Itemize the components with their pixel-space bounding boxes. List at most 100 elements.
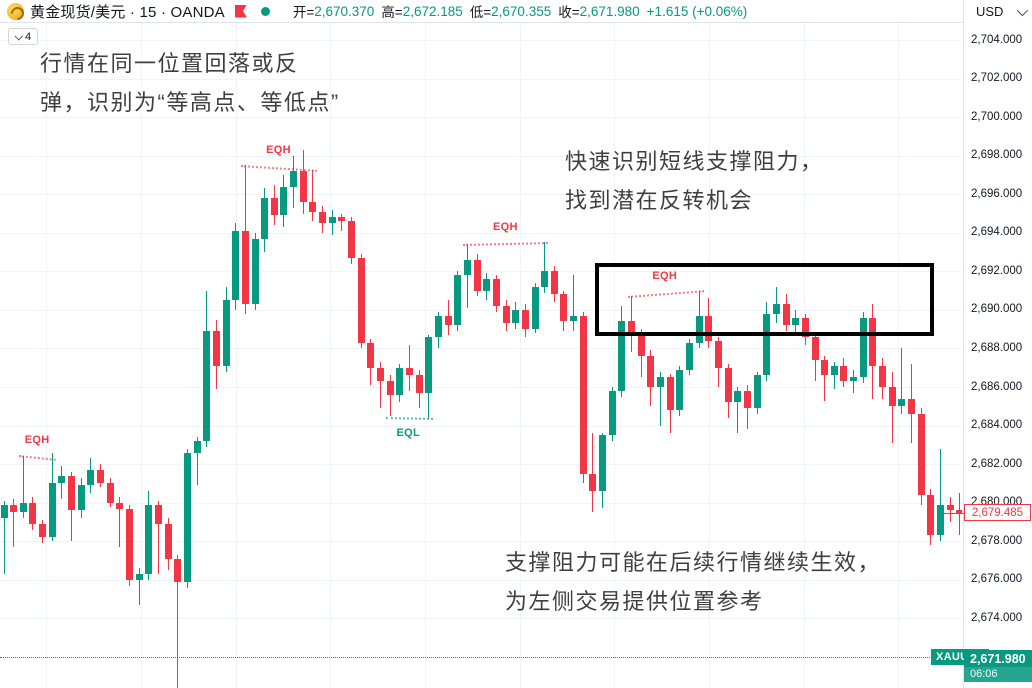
bar-countdown: 06:06 [964,667,1032,683]
candle-down [241,230,249,305]
candle-up [0,504,8,519]
v-gridline [330,23,331,688]
candle-wick-up [138,568,140,605]
h-gridline [0,579,962,581]
candle-down [821,360,829,376]
candle-down [782,304,790,326]
price-axis-tick: 2,674.000 [971,611,1023,624]
price-axis-tick: 2,692.000 [971,264,1023,277]
candle-up [135,574,143,580]
candle-down [869,317,877,366]
candle-up [657,377,665,388]
candle-down [724,367,732,403]
candle-down [10,504,18,513]
chevron-down-icon [14,31,23,41]
support-resistance-box[interactable] [594,262,934,336]
v-gridline [46,23,47,688]
h-gridline [0,232,962,234]
candle-down [299,171,307,202]
candle-wick-up [196,437,198,486]
h-gridline [0,348,962,350]
symbol-title[interactable]: 黄金现货/美元 · 15 · OANDA [30,3,225,21]
price-axis-tick: 2,678.000 [971,534,1023,547]
h-gridline [0,40,962,41]
gold-symbol-icon [7,2,24,20]
candle-up [763,313,771,376]
candle-down [68,475,76,511]
candle-wick-down [891,371,893,443]
candle-up [599,435,607,492]
eqh-label: EQH [24,434,50,447]
candle-up [676,369,684,411]
candle-up [48,483,56,538]
annotation-line: 快速识别短线支撑阻力， [565,149,824,174]
candle-down [879,365,887,388]
candle-up [203,331,211,442]
price-axis-tick: 2,682.000 [971,457,1023,470]
candle-wick-up [660,371,662,426]
price-axis-tick: 2,696.000 [971,187,1023,200]
candle-wick-down [119,496,121,548]
close-value: 2,671.980 [579,3,640,19]
h-gridline [0,271,962,273]
candle-down [174,558,182,582]
h-gridline [0,117,962,119]
candle-wick-up [544,242,546,293]
candle-wick-down [341,213,343,231]
candle-wick-down [157,500,159,575]
v-gridline [804,23,805,688]
candle-up [898,398,906,407]
candle-down [888,387,896,407]
ohlc-readout: 开= 2,670.370 高= 2,672.185 低= 2,670.355 收= 2,… [286,1,747,21]
h-gridline [0,425,962,427]
candle-up [753,375,761,409]
chart-header: 黄金现货/美元 · 15 · OANDA 开= 2,670.370 高= 2,672… [0,0,1032,23]
candle-down [956,510,962,513]
candle-wick-up [22,456,24,519]
price-axis-tick: 2,686.000 [971,380,1023,393]
annotation-line: 找到潜在反转机会 [565,188,754,213]
h-gridline [0,309,962,311]
candle-up [772,304,780,314]
candle-down [714,340,722,368]
h-gridline [0,464,962,466]
currency-dropdown[interactable]: USD [963,0,1032,23]
candle-down [386,381,394,395]
candle-up [454,275,462,326]
candle-up [541,271,549,287]
chart-pane[interactable]: EQH EQH EQH EQH EQL 行情在同一位置回落或反 弹，识别为“等高点、等低… [0,0,962,688]
current-price-line [0,657,930,659]
v-gridline [614,23,615,688]
candle-up [425,336,433,393]
candle-wick-down [13,498,15,548]
candle-up [396,367,404,395]
price-axis-tick: 2,702.000 [971,72,1023,85]
v-gridline [709,23,710,688]
candle-up [608,390,616,436]
h-gridline [0,194,962,196]
eqh-dotted-line [463,242,549,247]
candle-down [154,504,162,524]
candle-down [212,331,220,366]
high-value: 2,672.185 [402,3,463,19]
candle-down [29,502,37,524]
candle-wick-down [389,375,391,416]
annotation-line: 行情在同一位置回落或反 [40,51,299,76]
candle-down [338,217,346,222]
flag-icon[interactable] [234,4,247,18]
price-axis[interactable]: 2,704.000 2,702.000 2,700.000 2,698.000 2,69… [963,23,1032,688]
candle-down [348,221,356,258]
candle-up [531,286,539,330]
open-value: 2,670.370 [314,3,375,19]
candle-up [570,315,578,322]
price-axis-tick: 2,700.000 [971,110,1023,123]
price-axis-tick: 2,698.000 [971,149,1023,162]
candle-down [560,294,568,322]
candle-up [792,317,800,326]
candle-down [946,504,954,511]
h-gridline [0,502,962,504]
candle-wick-up [737,387,739,434]
candle-wick-down [824,356,826,401]
indicators-collapse-button[interactable]: 4 [8,28,39,45]
